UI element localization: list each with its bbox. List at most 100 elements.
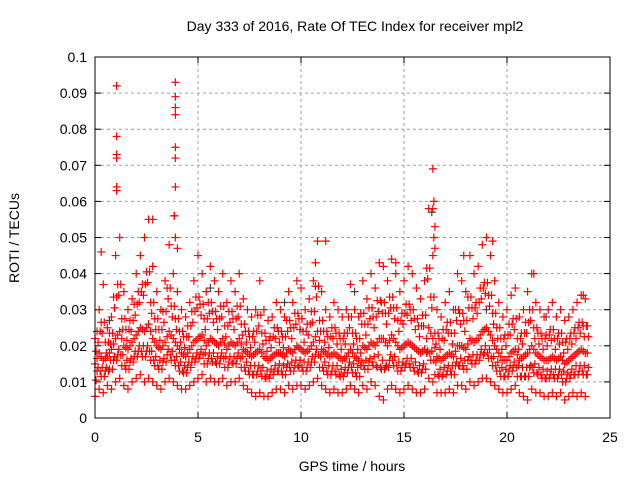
data-point bbox=[184, 332, 193, 341]
data-point bbox=[263, 347, 272, 356]
data-point bbox=[346, 280, 355, 289]
data-point bbox=[154, 343, 163, 352]
data-point bbox=[403, 311, 412, 320]
data-point bbox=[277, 367, 286, 376]
data-point bbox=[544, 305, 553, 314]
data-point bbox=[392, 361, 401, 370]
data-point bbox=[330, 323, 339, 332]
data-point bbox=[549, 325, 558, 334]
data-point bbox=[494, 298, 503, 307]
data-point bbox=[514, 361, 523, 370]
data-point bbox=[423, 275, 432, 284]
data-point bbox=[482, 233, 491, 242]
data-point bbox=[286, 347, 295, 356]
data-point bbox=[379, 395, 388, 404]
data-point bbox=[508, 320, 517, 329]
data-point bbox=[150, 338, 159, 347]
data-point bbox=[523, 287, 532, 296]
data-point bbox=[111, 251, 120, 260]
data-point bbox=[555, 365, 564, 374]
data-point bbox=[488, 336, 497, 345]
data-point bbox=[436, 345, 445, 354]
data-point bbox=[397, 343, 406, 352]
data-point bbox=[487, 291, 496, 300]
data-point bbox=[404, 338, 413, 347]
data-point bbox=[237, 339, 246, 348]
data-point bbox=[158, 341, 167, 350]
data-point bbox=[496, 352, 505, 361]
data-point bbox=[453, 269, 462, 278]
data-point bbox=[243, 385, 252, 394]
data-point bbox=[514, 345, 523, 354]
data-point bbox=[173, 287, 182, 296]
data-point bbox=[121, 343, 130, 352]
data-point bbox=[452, 316, 461, 325]
data-point bbox=[255, 276, 264, 285]
data-point bbox=[461, 345, 470, 354]
data-point bbox=[581, 294, 590, 303]
data-point bbox=[207, 298, 216, 307]
data-point bbox=[511, 381, 520, 390]
data-point bbox=[466, 293, 475, 302]
data-point bbox=[99, 280, 108, 289]
data-point bbox=[504, 372, 513, 381]
data-point bbox=[255, 345, 264, 354]
data-point bbox=[293, 309, 302, 318]
data-point bbox=[465, 334, 474, 343]
data-point bbox=[197, 345, 206, 354]
data-point bbox=[162, 307, 171, 316]
data-point bbox=[242, 358, 251, 367]
x-tick-label: 20 bbox=[499, 429, 515, 445]
data-point bbox=[577, 345, 586, 354]
data-point bbox=[383, 276, 392, 285]
data-point bbox=[552, 392, 561, 401]
data-point bbox=[430, 222, 439, 231]
data-point bbox=[287, 334, 296, 343]
data-point bbox=[432, 305, 441, 314]
data-point bbox=[404, 262, 413, 271]
data-point bbox=[507, 291, 516, 300]
data-point bbox=[95, 305, 104, 314]
data-point bbox=[93, 354, 102, 363]
data-point bbox=[232, 359, 241, 368]
data-point bbox=[247, 312, 256, 321]
data-point bbox=[268, 312, 277, 321]
data-point bbox=[387, 255, 396, 264]
data-point bbox=[447, 350, 456, 359]
data-point bbox=[212, 339, 221, 348]
data-point bbox=[110, 303, 119, 312]
data-point bbox=[388, 293, 397, 302]
data-point bbox=[352, 354, 361, 363]
data-point bbox=[539, 365, 548, 374]
data-point bbox=[242, 338, 251, 347]
data-point bbox=[564, 356, 573, 365]
data-point bbox=[165, 240, 174, 249]
data-point bbox=[454, 305, 463, 314]
data-point bbox=[132, 330, 141, 339]
data-point bbox=[584, 363, 593, 372]
data-point bbox=[198, 269, 207, 278]
data-point bbox=[151, 352, 160, 361]
data-point bbox=[543, 341, 552, 350]
data-point bbox=[362, 294, 371, 303]
data-point bbox=[218, 374, 227, 383]
data-point bbox=[236, 354, 245, 363]
data-point bbox=[146, 327, 155, 336]
data-point bbox=[481, 341, 490, 350]
data-point bbox=[493, 358, 502, 367]
data-point bbox=[163, 332, 172, 341]
data-point bbox=[576, 329, 585, 338]
data-point bbox=[119, 381, 128, 390]
data-point bbox=[328, 334, 337, 343]
data-point bbox=[530, 359, 539, 368]
data-point bbox=[515, 356, 524, 365]
data-point bbox=[320, 338, 329, 347]
data-point bbox=[491, 361, 500, 370]
data-point bbox=[417, 368, 426, 377]
data-point bbox=[340, 354, 349, 363]
data-point bbox=[441, 388, 450, 397]
data-point bbox=[484, 327, 493, 336]
data-point bbox=[572, 334, 581, 343]
data-point bbox=[157, 365, 166, 374]
data-point bbox=[457, 341, 466, 350]
